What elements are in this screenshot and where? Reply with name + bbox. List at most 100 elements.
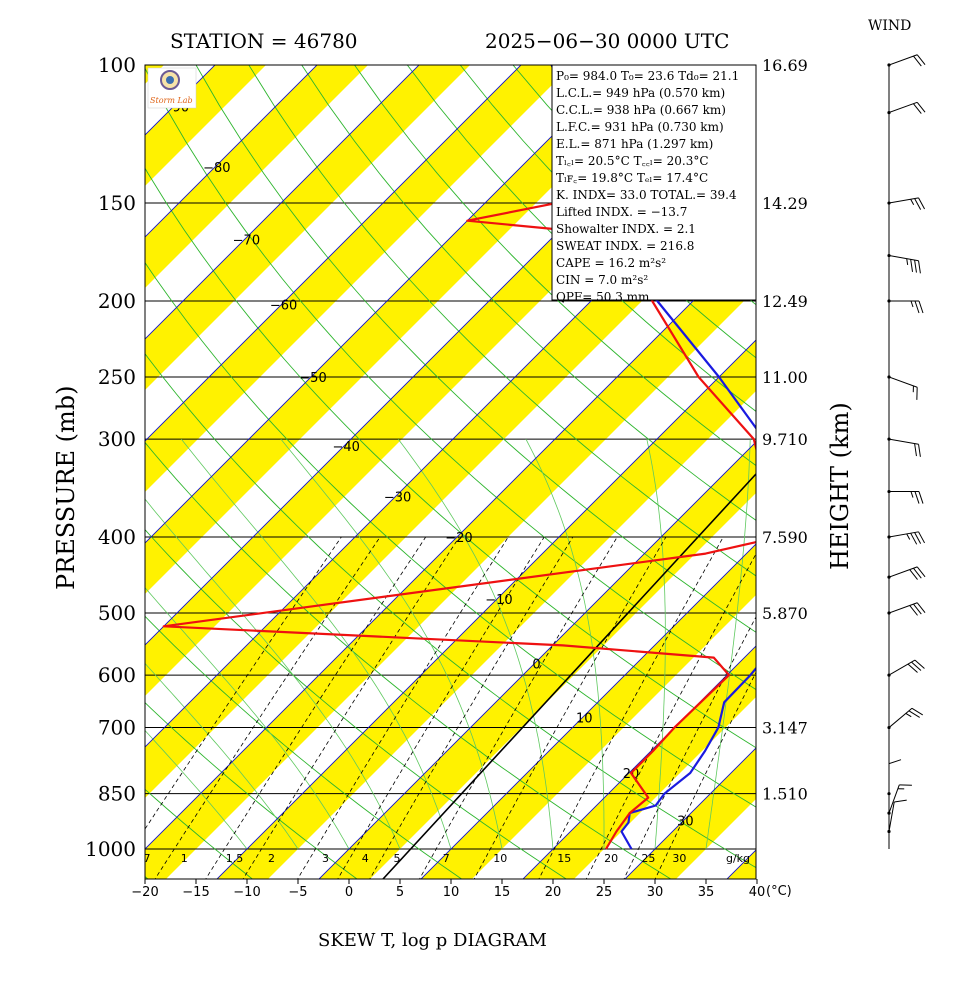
wind-barb-icon [887,532,924,545]
isotherm-label: −30 [384,490,411,505]
wind-barb-half-feather [911,199,914,205]
wind-barb-feather [919,444,921,457]
wind-barb-icon [887,102,925,114]
height-tick-label: 1.510 [762,785,808,804]
wind-barb-icon [887,603,925,616]
wind-barb-feather [917,603,925,613]
height-tick-label: 12.49 [762,292,808,311]
wind-barb-shaft [889,532,919,537]
wind-barb-feather [919,301,923,313]
wind-barb-shaft [889,439,919,444]
mixing-ratio-label: 4 [362,852,369,865]
wind-barb-feather [917,567,925,577]
wind-barb-feather [910,570,918,580]
wind-barb-icon [887,800,906,833]
logo-text: Storm Lab [150,96,193,105]
index-line: Lifted INDX. = −13.7 [556,205,687,219]
temperature-tick-label: 5 [396,885,404,900]
wind-barb-feather [913,56,921,66]
mixing-ratio-label: g/kg [726,852,750,865]
wind-barb-feather [912,662,921,670]
pressure-tick-label: 1000 [85,837,136,861]
wind-barb-icon [887,55,925,67]
isotherm-label: −40 [332,440,359,455]
wind-barb-feather [910,605,918,615]
temperature-tick-label: 30 [647,885,664,900]
wind-barb-icon [887,375,917,400]
wind-barb-shaft [889,567,917,577]
temperature-tick-label: 20 [545,885,562,900]
wind-barb-shaft [889,377,917,387]
pressure-tick-label: 100 [98,53,136,77]
mixing-ratio-label: 10 [493,852,507,865]
mixing-ratio-label: 7 [443,852,450,865]
wind-column [887,55,925,849]
index-line: E.L.= 871 hPa (1.297 km) [556,137,713,151]
wind-barb-feather [919,492,923,504]
mixing-ratio-label: 1 [181,852,188,865]
height-tick-label: 3.147 [762,719,808,738]
wind-barb-icon [887,254,920,273]
index-line: Tₗ꜀ₗ= 20.5°C T꜀꜀ₗ= 20.3°C [556,154,709,168]
mixing-ratio-label: 30 [672,852,686,865]
index-line: SWEAT INDX. = 216.8 [556,239,694,253]
pressure-tick-label: 300 [98,427,136,451]
isotherm-label: −60 [270,298,297,313]
wind-barb-icon [887,198,924,210]
isotherm-label: −80 [203,161,230,176]
wind-barb-icon [887,299,923,313]
pressure-tick-label: 200 [98,289,136,313]
isotherm [0,63,13,881]
wind-barb-feather [917,102,925,112]
wind-barb-feather [911,259,913,272]
temperature-tick-label: 10 [443,885,460,900]
mixing-ratio-label: 2 [268,852,275,865]
height-tick-label: 16.69 [762,56,808,75]
plot-area: 0.711.5234571015202530g/kg−90−80−70−60−5… [0,63,960,882]
temperature-tick-label: −20 [131,885,158,900]
wind-barb-feather [913,604,921,614]
pressure-tick-label: 600 [98,663,136,687]
x-unit-label: (°C) [766,884,792,899]
temperature-tick-label: −15 [182,885,209,900]
storm-lab-logo: Storm Lab [148,68,196,108]
wind-barb-feather [913,104,921,114]
wind-barb-half-feather [911,492,913,498]
wind-barb-feather [919,261,921,274]
wind-barb-half-feather [911,301,913,307]
wind-barb-shaft [889,660,915,675]
temperature-tick-label: 35 [698,885,715,900]
index-line: CIN = 7.0 m²s² [556,273,648,287]
pressure-tick-label: 700 [98,716,136,740]
indices-box: P₀= 984.0 T₀= 23.6 Td₀= 21.1L.C.L.= 949 … [552,65,756,304]
wind-barb-icon [887,490,923,504]
wind-barb-half-feather [906,713,911,716]
index-line: L.C.L.= 949 hPa (0.570 km) [556,86,725,100]
wind-barb-shaft [889,55,917,65]
mixing-ratio-label: 20 [604,852,618,865]
isotherm-label: 30 [677,815,694,830]
wind-barb-feather [917,55,925,65]
pressure-tick-label: 850 [98,782,136,806]
wind-barb-icon [887,708,922,729]
wind-barb-feather [915,660,924,668]
pressure-tick-label: 500 [98,601,136,625]
temperature-tick-label: 15 [494,885,511,900]
index-line: CAPE = 16.2 m²s² [556,256,666,270]
wind-barb-feather [915,260,917,273]
height-tick-label: 5.870 [762,604,808,623]
temperature-band [0,63,166,881]
wind-barb-shaft [889,256,919,261]
wind-barb-shaft [889,603,917,613]
wind-barb-shaft [889,785,899,813]
wind-barb-half-feather [907,534,910,540]
datetime-label: 2025−06−30 0000 UTC [485,29,729,53]
diagram-title: SKEW T, log p DIAGRAM [318,930,547,951]
y-axis-label: PRESSURE (mb) [52,386,80,591]
height-tick-label: 7.590 [762,528,808,547]
wind-barb-feather [915,301,919,313]
index-line: K. INDX= 33.0 TOTAL.= 39.4 [556,188,737,202]
wind-barb-half-feather [907,259,908,265]
wind-label: WIND [868,18,911,34]
